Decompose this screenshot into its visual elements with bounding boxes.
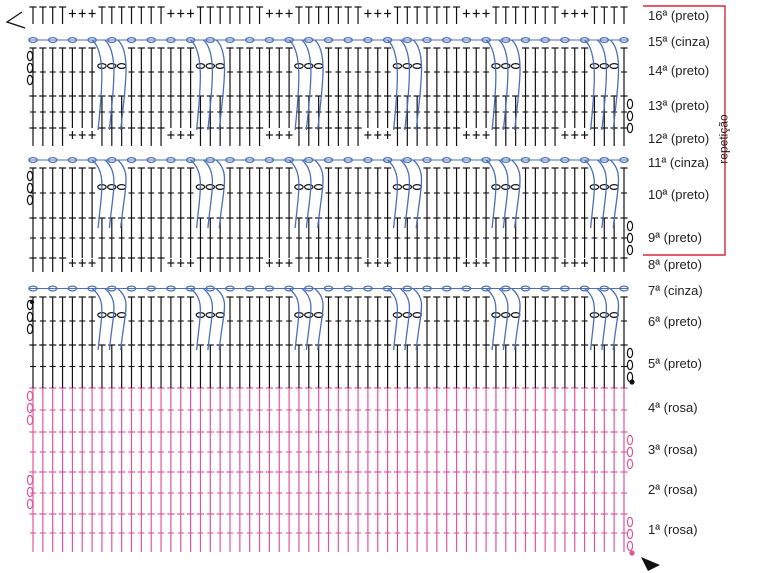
repeat-bracket [643, 5, 726, 256]
repeat-label-text: repetição [716, 114, 731, 164]
row-3-stitches [29, 431, 628, 472]
blue-rows [28, 36, 629, 351]
row-label-15: 15ª (cinza) [648, 34, 710, 49]
row-label-16: 16ª (preto) [648, 8, 710, 23]
row-label-1: 1ª (rosa) [648, 522, 698, 537]
black-rows [29, 6, 628, 388]
row-5-stitches [29, 344, 628, 388]
row-label-5: 5ª (preto) [648, 356, 702, 371]
row-12-stitches [29, 127, 628, 146]
row-9-stitches [29, 217, 628, 258]
row-label-11: 11ª (cinza) [648, 155, 709, 170]
row-label-9: 9ª (preto) [648, 230, 702, 245]
start-arrow-icon [641, 557, 660, 571]
row-15-stitches [28, 36, 629, 131]
row-label-10: 10ª (preto) [648, 187, 710, 202]
pink-rows [29, 387, 628, 552]
row-2-stitches [29, 471, 628, 514]
row-label-2: 2ª (rosa) [648, 482, 698, 497]
row-label-13: 13ª (preto) [648, 98, 710, 113]
row-label-7: 7ª (cinza) [648, 283, 703, 298]
row-11-stitches [28, 157, 629, 229]
row-7-stitches [28, 285, 629, 351]
row-8-stitches [29, 257, 628, 272]
turn-arrow-icon [5, 11, 26, 29]
row-label-3: 3ª (rosa) [648, 442, 698, 457]
row-13-stitches [29, 95, 628, 128]
row-16-stitches [29, 6, 628, 24]
row-6-stitches [29, 296, 628, 345]
row-label-6: 6ª (preto) [648, 314, 702, 329]
row-10-stitches [29, 167, 628, 218]
row-label-12: 12ª (preto) [648, 131, 710, 146]
row-4-stitches [29, 387, 628, 432]
row-label-8: 8ª (preto) [648, 257, 702, 272]
row-label-4: 4ª (rosa) [648, 400, 698, 415]
row-14-stitches [29, 47, 628, 96]
edge-marks [26, 50, 635, 556]
row-label-14: 14ª (preto) [648, 63, 710, 78]
repeat-label: repetição [717, 100, 749, 180]
row-1-stitches [29, 513, 628, 552]
